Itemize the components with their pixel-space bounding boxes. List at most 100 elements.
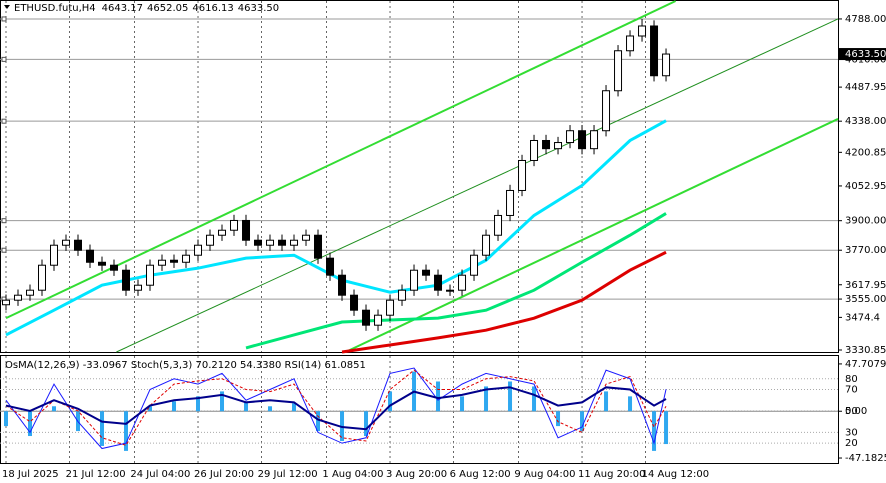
osma-bar (604, 391, 609, 412)
osma-bar (652, 411, 657, 451)
candle-body (458, 274, 467, 291)
moving-average (341, 250, 667, 354)
candle-body (422, 269, 431, 276)
candle-body (182, 254, 191, 263)
candle-body (362, 309, 371, 326)
osma-bar (28, 411, 33, 437)
osma-bar (460, 396, 465, 412)
price-panel (0, 0, 839, 353)
y2-tick-label: -47.1825 (845, 453, 886, 464)
y-tick-label: 4788.00 (845, 14, 886, 25)
candle-body (602, 90, 611, 132)
low-value: 4616.13 (192, 3, 233, 14)
osma-bar (268, 406, 273, 412)
osma-bar (124, 411, 129, 451)
level-handle (1, 16, 7, 22)
osma-bar (4, 411, 9, 427)
osma-bar (556, 411, 561, 427)
y-tick-label: 20 (845, 438, 858, 449)
candle-body (338, 274, 347, 296)
y-tick-label: 4338.00 (845, 116, 886, 127)
candle-body (110, 264, 119, 271)
y-tick-label: 3617.95 (845, 280, 886, 291)
osma-bar (196, 396, 201, 412)
candle-body (374, 314, 383, 326)
candle-body (86, 249, 95, 263)
level-handle (1, 218, 7, 224)
candle-body (446, 289, 455, 292)
osma-bar (316, 411, 321, 432)
x-tick-label: 3 Aug 20:00 (386, 469, 447, 480)
osma-bar (364, 411, 369, 437)
x-tick-label: 6 Aug 12:00 (450, 469, 511, 480)
indicator-panel (0, 355, 839, 464)
y-tick-label: 3770.00 (845, 245, 886, 256)
candle-body (230, 219, 239, 231)
candle-body (398, 289, 407, 301)
osma-bar (484, 386, 489, 412)
x-tick-label: 14 Aug 12:00 (642, 469, 709, 480)
y-tick-label: 4200.85 (845, 147, 886, 158)
candle-body (218, 229, 227, 236)
candle-body (566, 130, 575, 144)
oscillator-line (5, 367, 667, 450)
y2-tick-label: 0.00 (845, 406, 867, 417)
candle-body (326, 257, 335, 276)
open-value: 4643.17 (102, 3, 143, 14)
y-tick-label: 3555.00 (845, 294, 886, 305)
candle-body (506, 189, 515, 216)
candle-body (386, 299, 395, 316)
y-tick-label: 30 (845, 427, 858, 438)
level-handle (1, 118, 7, 124)
osma-bar (628, 396, 633, 412)
x-tick-label: 18 Jul 2025 (2, 469, 59, 480)
y2-tick-label: 47.7079 (845, 359, 886, 370)
candle-body (290, 239, 299, 246)
candle-body (74, 239, 83, 251)
candle-body (410, 269, 419, 291)
osma-bar (508, 381, 513, 412)
y-tick-label: 80 (845, 374, 858, 385)
candle-body (638, 25, 647, 37)
high-value: 4652.05 (147, 3, 188, 14)
candle-body (170, 259, 179, 263)
candle-body (626, 35, 635, 52)
candle-body (146, 264, 155, 286)
osma-bar (664, 411, 669, 445)
y-tick-label: 3330.85 (845, 345, 886, 356)
oscillator-line (5, 386, 667, 431)
candle-body (254, 239, 263, 246)
osma-bar (244, 401, 249, 412)
x-tick-label: 24 Jul 04:00 (130, 469, 190, 480)
candle-body (554, 142, 563, 150)
candle-body (278, 239, 287, 246)
candle-body (662, 53, 671, 77)
osma-bar (148, 406, 153, 412)
last-price-label: 4633.50 (845, 49, 886, 60)
candle-body (206, 234, 215, 246)
osma-bar (532, 386, 537, 412)
candle-body (26, 289, 35, 296)
x-tick-label: 9 Aug 04:00 (514, 469, 575, 480)
candle-body (62, 239, 71, 246)
candle-body (2, 299, 11, 306)
x-tick-label: 11 Aug 20:00 (578, 469, 645, 480)
candle-body (50, 244, 59, 266)
trendline (345, 118, 839, 353)
x-tick-label: 1 Aug 04:00 (322, 469, 383, 480)
last-price-box (839, 48, 886, 61)
candle-body (590, 130, 599, 150)
candle-body (98, 261, 107, 266)
osma-bar (100, 411, 105, 446)
level-handle (1, 56, 7, 62)
candle-body (122, 269, 131, 291)
candle-body (614, 50, 623, 92)
candle-body (314, 234, 323, 259)
osma-bar (580, 411, 585, 432)
price-header: ETHUSD.futu,H4 4643.17 4652.05 4616.13 4633.… (14, 3, 279, 14)
candle-body (434, 274, 443, 291)
candle-body (350, 294, 359, 311)
candle-body (530, 139, 539, 161)
y-tick-label: 50 (845, 406, 858, 417)
